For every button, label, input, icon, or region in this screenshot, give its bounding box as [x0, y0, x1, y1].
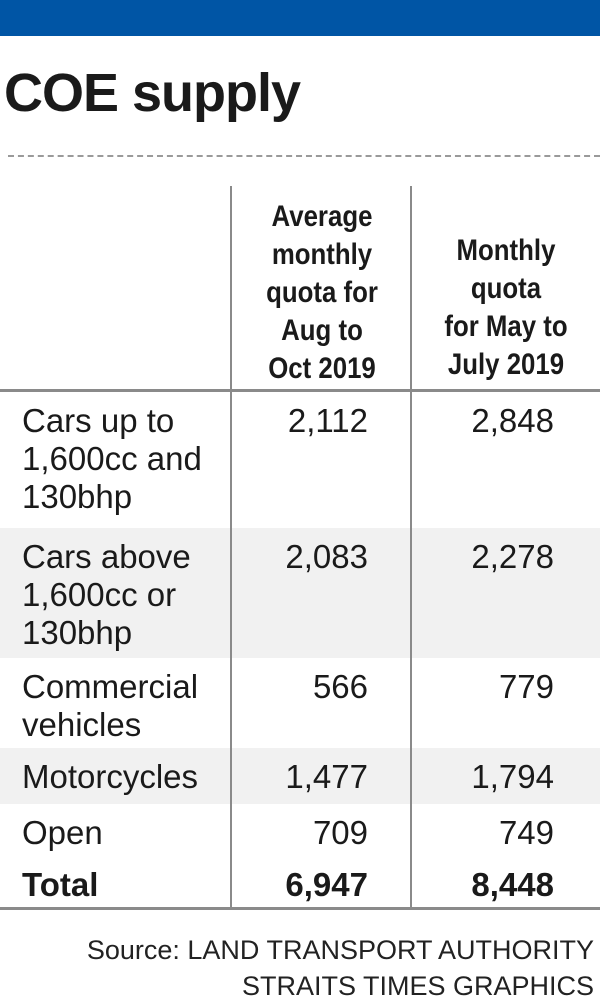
row-label: Motorcycles — [22, 758, 199, 795]
value-aug-oct-2019: 566 — [312, 668, 368, 705]
value-may-jul-2019: 749 — [498, 814, 554, 851]
source-line-1: Source: LAND TRANSPORT AUTHORITY — [86, 935, 594, 965]
value-aug-oct-2019: 1,477 — [285, 758, 368, 795]
value-aug-oct-2019: 6,947 — [285, 866, 368, 903]
header-aug-oct-line-1: Average — [271, 200, 373, 233]
source-note: Source: LAND TRANSPORT AUTHORITY STRAITS… — [87, 932, 594, 1004]
table-row: Open 709 749 — [0, 804, 600, 856]
row-label: Total — [22, 866, 99, 903]
column-divider-1 — [230, 186, 232, 907]
data-table: Average monthly quota for Aug to Oct 2019 Mo… — [0, 186, 600, 910]
value-may-jul-2019: 8,448 — [471, 866, 554, 903]
column-divider-2 — [410, 186, 412, 907]
chart-title: COE supply — [4, 63, 301, 123]
row-label: Commercial vehicles — [22, 668, 199, 743]
table-row: Commercial vehicles 566 779 — [0, 658, 600, 748]
header-aug-oct-line-2: monthly — [271, 238, 373, 271]
source-line-2: STRAITS TIMES GRAPHICS — [241, 971, 594, 1001]
row-label: Cars up to 1,600cc and 130bhp — [22, 402, 202, 515]
header-aug-oct-line-4: Aug to — [281, 314, 363, 347]
table-body: Cars up to 1,600cc and 130bhp 2,112 2,848 Car… — [0, 392, 600, 910]
value-aug-oct-2019: 709 — [312, 814, 368, 851]
row-label: Open — [22, 814, 103, 851]
column-header-may-jul-2019: Monthly quota for May to July 2019 — [425, 232, 587, 384]
table-row: Cars above 1,600cc or 130bhp 2,083 2,278 — [0, 528, 600, 658]
header-may-jul-line-3: for May to — [444, 310, 568, 343]
total-row: Total 6,947 8,448 — [0, 856, 600, 910]
header-aug-oct-line-5: Oct 2019 — [268, 352, 376, 385]
table-header: Average monthly quota for Aug to Oct 2019 Mo… — [0, 186, 600, 392]
header-may-jul-line-2: quota — [470, 272, 542, 305]
value-may-jul-2019: 2,848 — [471, 402, 554, 439]
value-may-jul-2019: 2,278 — [471, 538, 554, 575]
value-aug-oct-2019: 2,112 — [287, 402, 368, 439]
value-may-jul-2019: 779 — [498, 668, 554, 705]
table-row: Motorcycles 1,477 1,794 — [0, 748, 600, 804]
value-may-jul-2019: 1,794 — [471, 758, 554, 795]
dashed-divider — [8, 155, 600, 157]
column-header-aug-oct-2019: Average monthly quota for Aug to Oct 2019 — [245, 198, 400, 388]
row-label: Cars above 1,600cc or 130bhp — [22, 538, 191, 651]
value-aug-oct-2019: 2,083 — [285, 538, 368, 575]
table-row: Cars up to 1,600cc and 130bhp 2,112 2,848 — [0, 392, 600, 528]
header-may-jul-line-4: July 2019 — [447, 348, 565, 381]
header-may-jul-line-1: Monthly — [456, 234, 556, 267]
top-accent-bar — [0, 0, 600, 36]
header-aug-oct-line-3: quota for — [266, 276, 378, 309]
